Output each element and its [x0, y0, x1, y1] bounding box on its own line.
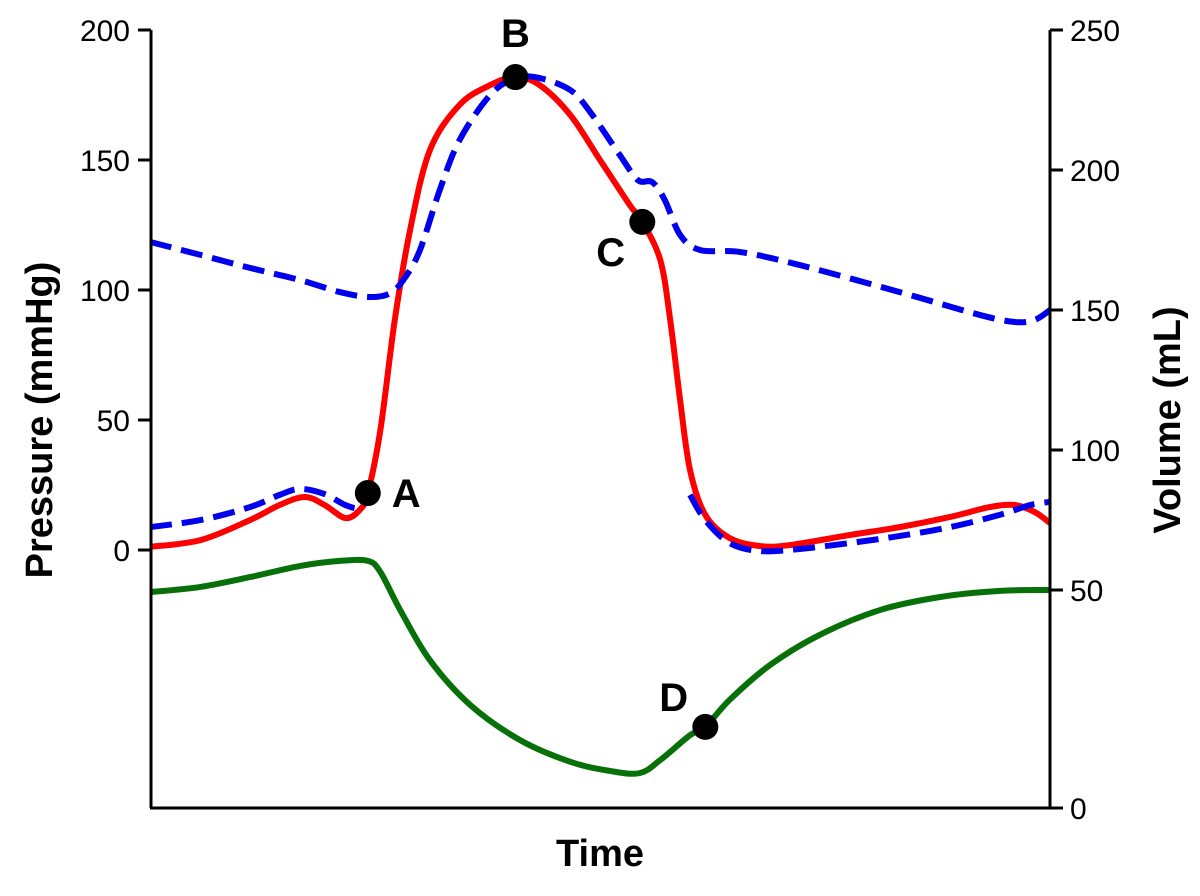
left-tick-label: 0 — [113, 535, 130, 568]
left-tick-label: 100 — [80, 275, 130, 308]
marker-B — [502, 64, 529, 91]
left-axis-title: Pressure (mmHg) — [19, 262, 61, 579]
marker-label-B: B — [501, 12, 530, 56]
markers: A B C D — [354, 12, 719, 740]
right-tick-label: 100 — [1070, 435, 1120, 468]
series-line-4 — [149, 556, 1051, 777]
left-tick-label: 150 — [80, 145, 130, 178]
series-line-1 — [149, 73, 1052, 326]
marker-label-A: A — [392, 472, 421, 516]
right-axis-title: Volume (mL) — [1147, 306, 1189, 533]
right-tick-label: 50 — [1070, 575, 1103, 608]
right-tick-label: 0 — [1070, 793, 1087, 826]
left-tick-label: 50 — [97, 405, 130, 438]
right-tick-label: 250 — [1070, 15, 1120, 48]
marker-label-D: D — [659, 676, 688, 720]
series-line-0 — [149, 74, 1052, 550]
marker-D — [692, 713, 719, 740]
right-tick-label: 150 — [1070, 295, 1120, 328]
right-tick-label: 200 — [1070, 155, 1120, 188]
left-tick-label: 200 — [80, 15, 130, 48]
x-axis-title: Time — [556, 833, 644, 875]
marker-A — [354, 480, 381, 507]
ticks: 0 50 100 150 200 0 50 100 150 200 250 — [80, 15, 1120, 826]
series-line-2 — [149, 485, 371, 531]
series-line-3 — [687, 493, 1051, 555]
curves — [149, 73, 1052, 777]
marker-C — [629, 208, 656, 235]
marker-label-C: C — [596, 231, 625, 275]
